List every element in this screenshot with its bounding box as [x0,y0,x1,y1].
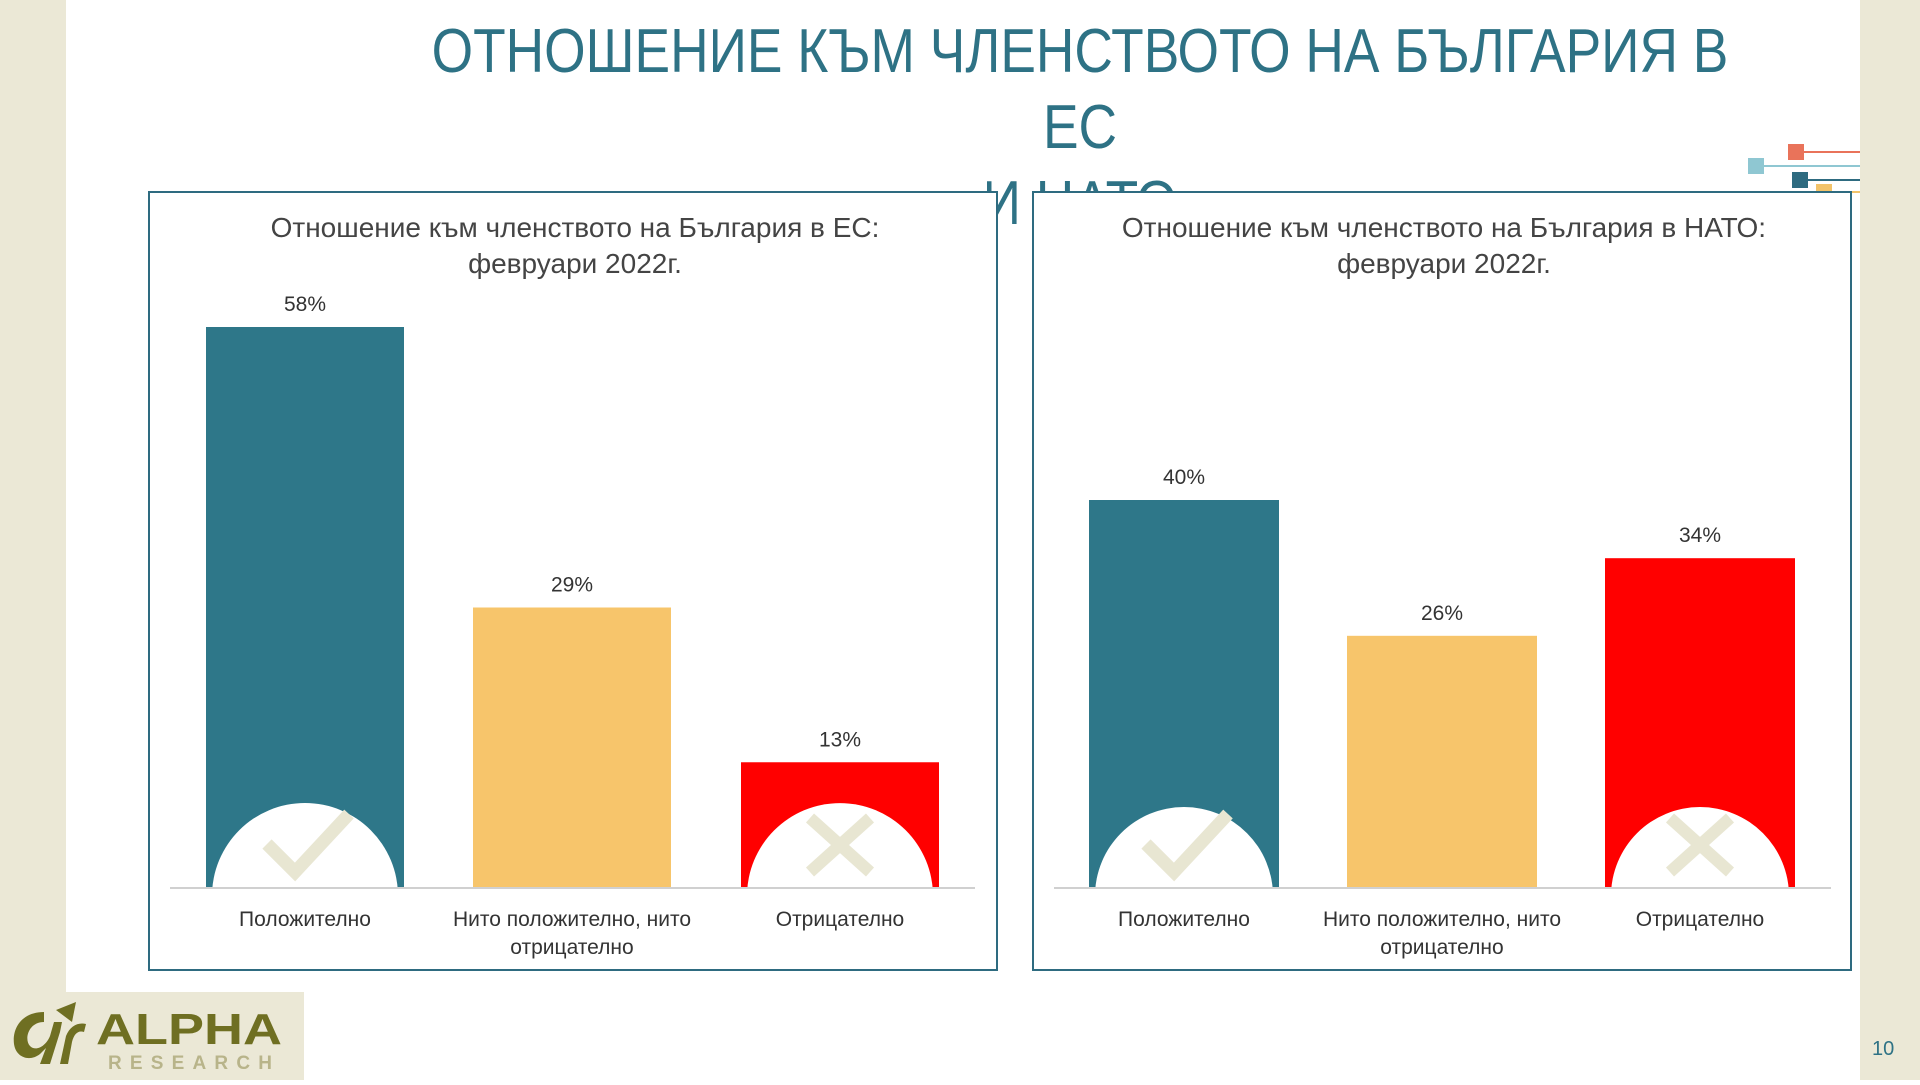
chart-panel-eu: Отношение към членството на България в Е… [148,191,998,971]
bar-neutral [473,607,671,888]
deco-square-lightblue [1748,158,1764,174]
category-label-neutral: Нито положително, нито [1323,908,1561,931]
category-label-negative: Отрицателно [1636,908,1765,931]
data-label-negative: 13% [819,728,861,751]
page-number: 10 [1872,1038,1895,1060]
check-badge [1095,807,1273,896]
left-side-band [0,0,66,1080]
data-label-neutral: 29% [551,574,593,597]
chart-title-line-1: Отношение към членството на България в Е… [271,212,880,243]
category-label-positive: Положително [239,908,371,931]
category-label-neutral: Нито положително, нито [453,908,691,931]
alpha-research-logo: ALPHA RESEARCH [13,1002,282,1074]
right-side-band [1860,0,1920,1080]
company-logo: ALPHA RESEARCH [0,992,304,1080]
chart-title-line-1: Отношение към членството на България в Н… [1122,212,1766,243]
check-icon [262,809,354,882]
logo-brand-text: ALPHA [96,1005,282,1054]
check-icon [1141,809,1233,882]
category-label-negative: Отрицателно [776,908,905,931]
check-badge [212,803,398,896]
chart-panel-nato: Отношение към членството на България в Н… [1032,191,1852,971]
slide-title-line-1: ОТНОШЕНИЕ КЪМ ЧЛЕНСТВОТО НА БЪЛГАРИЯ В Е… [431,17,1729,162]
data-label-neutral: 26% [1421,602,1463,625]
chart-eu-membership: Отношение към членството на България в Е… [170,212,975,959]
bar-positive [206,327,404,888]
data-label-positive: 58% [284,293,326,316]
data-label-positive: 40% [1163,466,1205,489]
deco-square-orange [1788,144,1804,160]
deco-square-teal [1792,172,1808,188]
chart-title-line-2: февруари 2022г. [468,248,682,279]
category-label-positive: Положително [1118,908,1250,931]
category-label-neutral: отрицателно [1380,936,1503,959]
bar-neutral [1347,635,1537,888]
chart-title-line-2: февруари 2022г. [1337,248,1551,279]
chart-nato-membership: Отношение към членството на България в Н… [1054,212,1831,959]
category-label-neutral: отрицателно [510,936,633,959]
data-label-negative: 34% [1679,524,1721,547]
cross-icon [1665,813,1735,877]
logo-sub-text: RESEARCH [108,1053,272,1074]
cross-icon [805,813,875,877]
